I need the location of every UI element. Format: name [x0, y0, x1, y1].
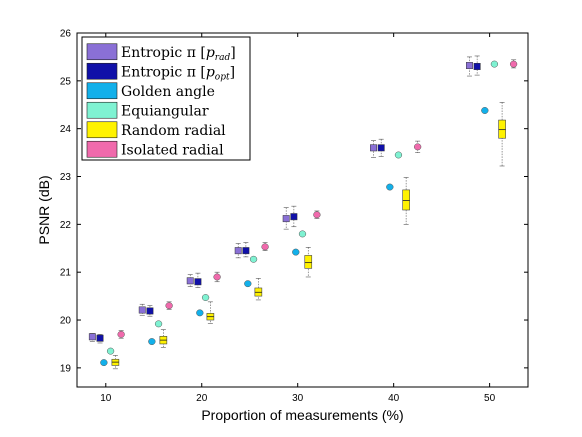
data-point: [196, 309, 204, 317]
data-point: [261, 243, 269, 251]
series-4: [111, 102, 506, 370]
series-0: [88, 56, 473, 342]
data-point: [490, 60, 499, 68]
legend-entry: Entropic π [popt]: [121, 64, 235, 82]
data-point: [481, 107, 489, 114]
data-point: [370, 144, 377, 152]
data-point: [509, 60, 518, 68]
y-tick-label: 21: [60, 268, 72, 279]
series-5: [117, 59, 518, 339]
data-point: [88, 333, 96, 341]
data-point: [377, 144, 385, 152]
plot-frame: [76, 32, 529, 388]
legend-entry-p: p: [206, 64, 215, 80]
data-point: [466, 62, 473, 69]
legend-entry-sub: rad: [215, 53, 231, 63]
data-point: [154, 320, 163, 328]
data-point: [96, 334, 104, 342]
data-point: [148, 338, 156, 346]
data-point: [244, 280, 252, 288]
data-point: [201, 294, 210, 301]
x-axis-label: Proportion of measurements (%): [201, 407, 403, 423]
data-point: [290, 213, 298, 221]
data-point: [386, 183, 394, 191]
data-point: [234, 247, 242, 255]
data-point: [249, 255, 258, 263]
series-3: [106, 60, 499, 355]
data-point: [213, 273, 221, 281]
data-point: [146, 307, 154, 315]
legend-entry-close: ]: [230, 45, 235, 61]
data-point: [100, 359, 108, 367]
axes: 10 20 30 40 50 19 20 21 22 23 24 25 26: [60, 29, 528, 404]
legend: Entropic π [prad]Entropic π [popt]Golden…: [81, 36, 251, 161]
legend-swatch: [86, 82, 118, 100]
data-box: [304, 255, 313, 269]
data-point: [413, 143, 422, 151]
data-point: [242, 247, 250, 255]
data-box: [498, 119, 506, 139]
legend-entry-main: Entropic π [: [121, 64, 206, 80]
data-point: [138, 306, 146, 314]
data-box: [402, 189, 410, 211]
data-point: [282, 215, 290, 223]
legend-swatch: [86, 101, 118, 119]
data-point: [186, 277, 194, 285]
series-1: [96, 55, 481, 344]
data-point: [106, 347, 115, 355]
y-axis-label: PSNR (dB): [36, 175, 52, 244]
legend-swatch: [86, 62, 118, 80]
series-2: [100, 107, 489, 367]
chart-marks: [88, 55, 518, 370]
x-tick-label: 40: [388, 393, 400, 404]
data-point: [473, 63, 481, 70]
y-tick-label: 25: [60, 76, 72, 87]
data-point: [394, 151, 403, 159]
legend-swatch: [86, 121, 118, 139]
data-point: [313, 211, 321, 219]
x-tick-label: 30: [292, 393, 304, 404]
y-tick-label: 22: [60, 220, 72, 231]
legend-entry-close: ]: [230, 64, 235, 80]
data-point: [117, 330, 125, 338]
legend-entry-main: Entropic π [: [121, 45, 206, 61]
legend-entry: Isolated radial: [121, 142, 224, 158]
x-tick-label: 50: [484, 393, 496, 404]
x-tick-label: 10: [100, 393, 112, 404]
legend-swatch: [86, 140, 118, 158]
y-tick-label: 20: [60, 316, 72, 327]
data-point: [298, 230, 307, 238]
y-tick-label: 24: [60, 124, 72, 135]
legend-entry: Golden angle: [121, 84, 215, 100]
legend-entry-p: p: [206, 45, 215, 61]
legend-swatch: [86, 43, 118, 61]
y-tick-label: 19: [60, 363, 72, 374]
y-tick-label: 26: [60, 29, 72, 40]
data-point: [165, 302, 173, 310]
legend-entry: Entropic π [prad]: [121, 45, 236, 63]
legend-entry: Equiangular: [121, 103, 209, 119]
data-point: [292, 248, 300, 256]
legend-entry-sub: opt: [215, 72, 230, 82]
y-tick-label: 23: [60, 172, 72, 183]
legend-entry: Random radial: [121, 123, 226, 139]
x-tick-label: 20: [196, 393, 208, 404]
data-point: [194, 278, 202, 286]
